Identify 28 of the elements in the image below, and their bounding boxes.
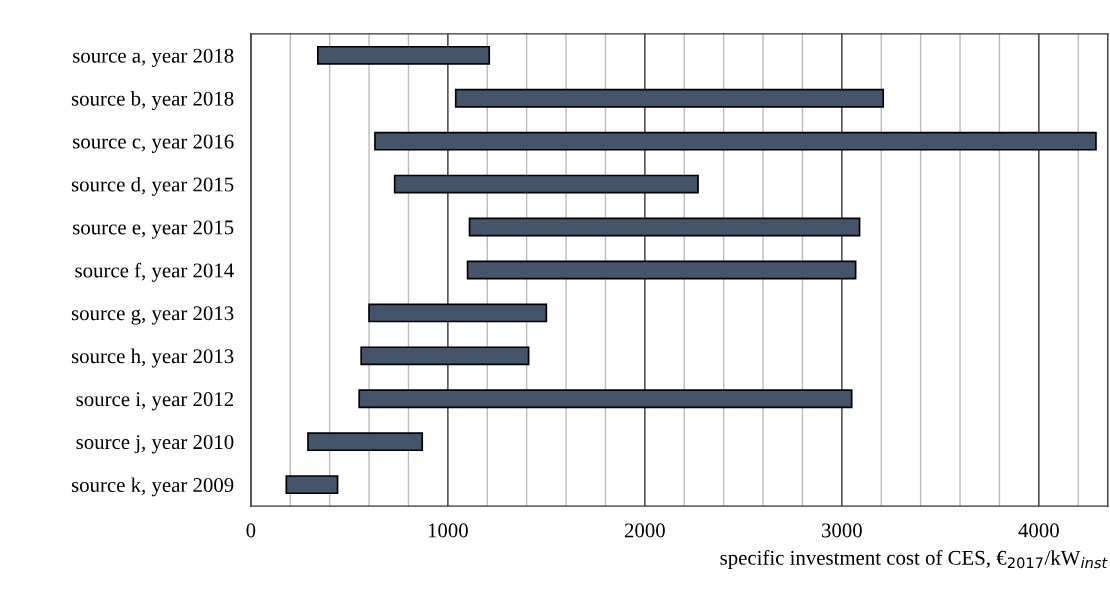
y-tick-label: source c, year 2016 (73, 134, 234, 153)
bar (374, 131, 1097, 151)
x-tick-label: 1000 (428, 523, 468, 538)
bar (317, 45, 491, 65)
x-tick-label: 3000 (822, 523, 862, 538)
bar (468, 217, 861, 237)
y-tick-label: source j, year 2010 (76, 435, 234, 454)
bar (360, 346, 530, 366)
x-tick-label: 2000 (624, 523, 665, 538)
y-tick-label: source g, year 2013 (71, 306, 234, 325)
bar (393, 174, 699, 194)
y-tick-label: source k, year 2009 (71, 477, 234, 497)
bar (466, 260, 857, 280)
x-tick-label: 4000 (1018, 523, 1059, 538)
bar (358, 389, 853, 409)
bar (454, 88, 885, 108)
y-tick-label: source f, year 2014 (75, 262, 234, 282)
x-axis-title: specific investment cost of CES, €$_{2017}$/kW$_{inst}$ (720, 549, 1108, 570)
y-tick-label: source h, year 2013 (71, 348, 234, 368)
bar (307, 432, 424, 452)
y-tick-label: source i, year 2012 (76, 392, 234, 411)
y-tick-label: source e, year 2015 (73, 220, 234, 239)
x-tick-label: 0 (246, 523, 256, 538)
bar (285, 475, 339, 495)
y-tick-label: source b, year 2018 (71, 91, 234, 110)
y-tick-label: source d, year 2015 (71, 176, 234, 196)
bar (368, 303, 548, 323)
y-tick-label: source a, year 2018 (73, 48, 234, 68)
